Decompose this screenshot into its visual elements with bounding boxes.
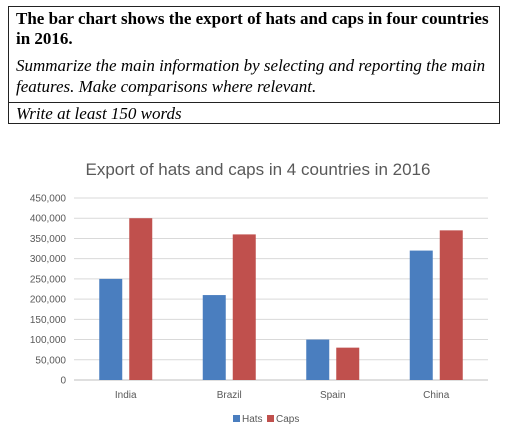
category-label: Brazil: [217, 390, 242, 401]
chart: Export of hats and caps in 4 countries i…: [0, 140, 512, 445]
y-tick-label: 0: [60, 376, 66, 387]
y-tick-label: 450,000: [30, 194, 67, 205]
x-axis-categories: India Brazil Spain China: [115, 390, 450, 401]
bar-caps-china: [439, 230, 463, 380]
legend: Hats Caps: [233, 414, 299, 425]
task-heading: The bar chart shows the export of hats a…: [16, 9, 489, 48]
task-box: The bar chart shows the export of hats a…: [8, 6, 500, 124]
chart-title: Export of hats and caps in 4 countries i…: [86, 160, 431, 179]
y-tick-label: 50,000: [35, 355, 66, 366]
task-instructions: Summarize the main information by select…: [16, 56, 486, 96]
y-axis-ticks: 0 50,000 100,000 150,000 200,000 250,000 300,0…: [30, 194, 67, 387]
bar-hats-spain: [306, 339, 330, 380]
y-tick-label: 350,000: [30, 234, 67, 245]
bar-caps-spain: [336, 347, 360, 380]
y-tick-label: 400,000: [30, 214, 67, 225]
category-label: India: [115, 390, 137, 401]
y-tick-label: 150,000: [30, 315, 67, 326]
bar-hats-china: [409, 250, 433, 380]
task-word-count: Write at least 150 words: [16, 104, 182, 123]
category-label: Spain: [320, 390, 346, 401]
legend-swatch-caps: [267, 415, 274, 422]
bar-caps-brazil: [232, 234, 256, 380]
legend-label-hats: Hats: [242, 414, 263, 425]
bar-caps-india: [129, 218, 153, 380]
y-tick-label: 100,000: [30, 335, 67, 346]
bar-hats-india: [99, 278, 123, 380]
legend-swatch-hats: [233, 415, 240, 422]
y-tick-label: 250,000: [30, 274, 67, 285]
y-tick-label: 200,000: [30, 295, 67, 306]
chart-svg: Export of hats and caps in 4 countries i…: [30, 160, 488, 425]
category-label: China: [423, 390, 450, 401]
legend-label-caps: Caps: [276, 414, 299, 425]
task-divider: [9, 102, 499, 103]
bar-hats-brazil: [202, 295, 226, 380]
y-tick-label: 300,000: [30, 254, 67, 265]
bars: [99, 218, 463, 380]
